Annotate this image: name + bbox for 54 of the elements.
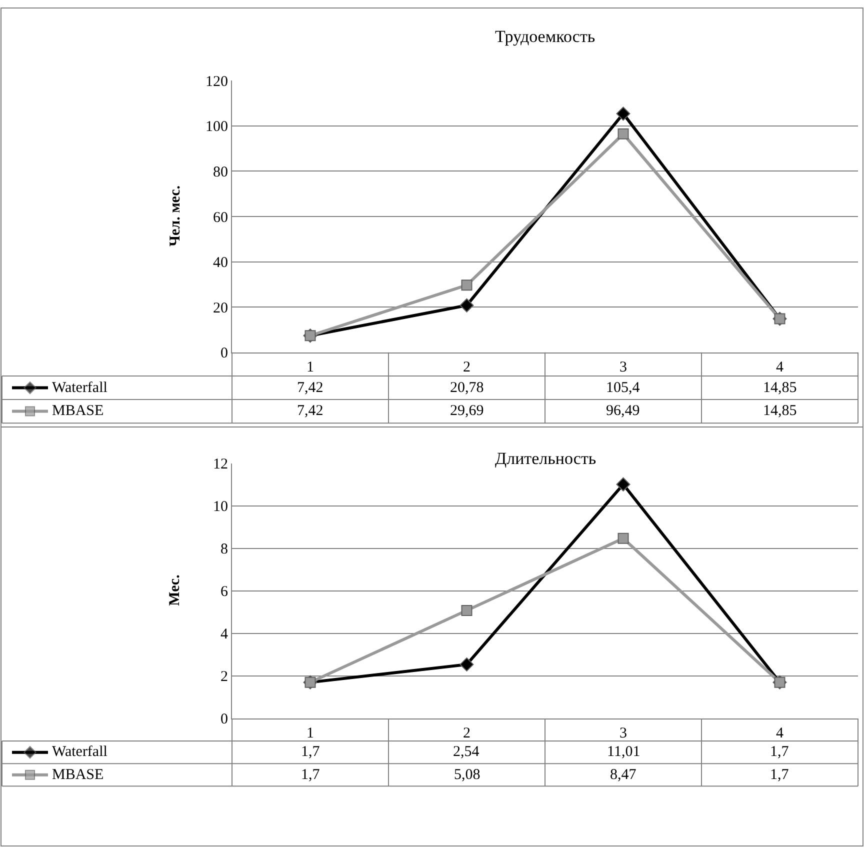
data-label: 20,78 xyxy=(450,380,484,396)
y-tick-label: 12 xyxy=(213,456,228,473)
data-label: 8,47 xyxy=(610,767,637,783)
y-tick-label: 40 xyxy=(213,255,228,272)
x-tick-label: 1 xyxy=(306,359,314,376)
point xyxy=(461,604,472,616)
data-label: 5,08 xyxy=(454,767,480,783)
data-label: 1,7 xyxy=(301,744,320,760)
y-tick-label: 20 xyxy=(213,300,228,316)
y-tick-label: 4 xyxy=(220,626,228,643)
legend-label: Waterfall xyxy=(52,744,108,760)
data-label: 11,01 xyxy=(607,744,640,760)
y-axis-title: Чел. мес. xyxy=(167,185,184,247)
x-tick-label: 2 xyxy=(463,359,470,376)
y-tick-label: 80 xyxy=(213,164,228,180)
x-tick-label: 4 xyxy=(776,725,784,742)
chart-title: Длительность xyxy=(495,449,596,468)
data-label: 29,69 xyxy=(450,403,484,419)
data-label: 14,85 xyxy=(763,380,797,396)
point xyxy=(616,106,630,121)
x-tick-label: 2 xyxy=(463,725,470,742)
point xyxy=(618,532,629,544)
data-label: 7,42 xyxy=(297,380,324,396)
x-tick-label: 4 xyxy=(776,359,784,376)
point xyxy=(616,477,630,492)
data-label: 105,4 xyxy=(606,380,640,396)
legend-label: MBASE xyxy=(52,403,104,419)
y-tick-label: 10 xyxy=(213,499,228,516)
data-label: 7,42 xyxy=(297,403,324,419)
y-tick-label: 6 xyxy=(220,584,228,600)
x-tick-label: 1 xyxy=(306,725,314,742)
chart-title: Трудоемкость xyxy=(495,27,596,46)
data-label: 1,7 xyxy=(770,744,790,760)
data-label: 2,54 xyxy=(453,744,480,760)
y-tick-label: 2 xyxy=(220,669,228,686)
y-tick-label: 0 xyxy=(220,346,228,362)
point xyxy=(460,657,474,672)
y-tick-label: 8 xyxy=(220,542,228,558)
data-label: 14,85 xyxy=(763,403,797,419)
data-label: 1,7 xyxy=(301,767,320,783)
x-tick-label: 3 xyxy=(620,359,627,376)
data-label: 96,49 xyxy=(606,403,640,419)
y-tick-label: 0 xyxy=(220,712,228,728)
x-tick-label: 3 xyxy=(620,725,627,742)
legend-label: Waterfall xyxy=(52,380,108,396)
y-axis-title: Мес. xyxy=(167,574,184,606)
point xyxy=(618,128,629,140)
y-tick-label: 120 xyxy=(206,74,228,90)
point xyxy=(461,280,472,291)
y-tick-label: 60 xyxy=(213,210,228,226)
legend-label: MBASE xyxy=(52,767,104,783)
point xyxy=(460,298,474,312)
data-label: 1,7 xyxy=(770,767,790,783)
y-tick-label: 100 xyxy=(206,119,228,136)
